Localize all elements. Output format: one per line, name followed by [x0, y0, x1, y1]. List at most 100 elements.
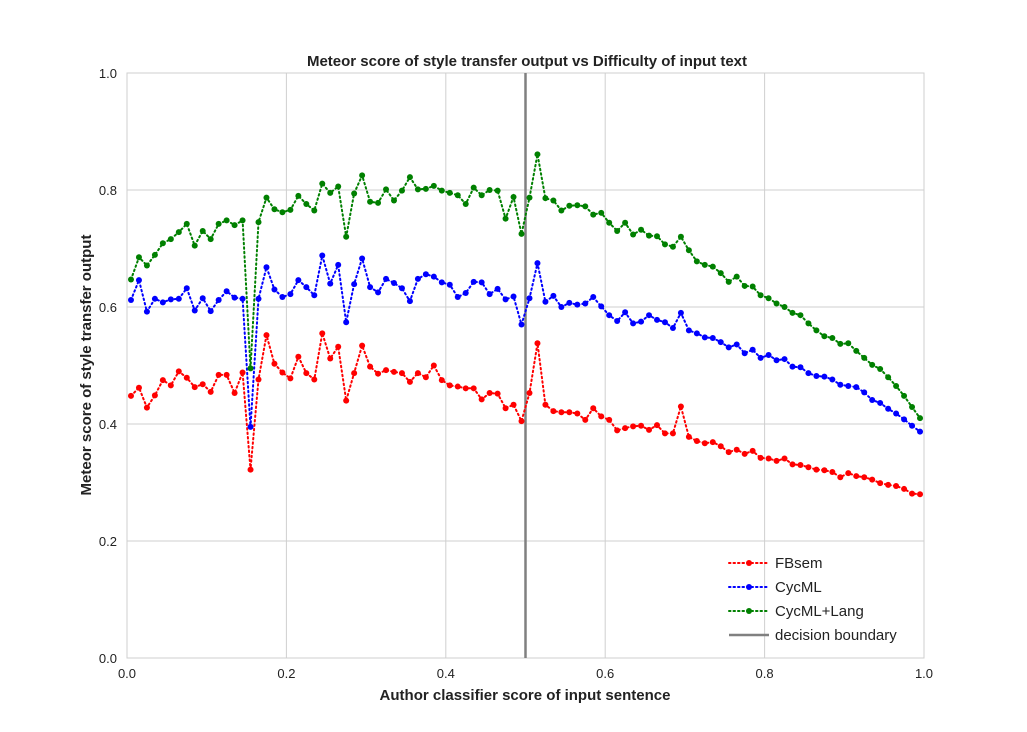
data-point — [390, 197, 397, 204]
data-point — [685, 327, 692, 334]
data-point — [271, 286, 278, 293]
data-point — [311, 292, 318, 299]
data-point — [877, 399, 884, 406]
data-point — [159, 299, 166, 306]
data-point — [422, 271, 429, 278]
data-point — [901, 392, 908, 399]
data-point — [319, 252, 326, 259]
data-point — [709, 263, 716, 270]
data-point — [478, 396, 485, 403]
data-point — [223, 288, 230, 295]
data-point — [869, 361, 876, 368]
data-point — [701, 440, 708, 447]
data-point — [909, 404, 916, 411]
data-point — [797, 312, 804, 319]
data-point — [438, 187, 445, 194]
data-point — [677, 233, 684, 240]
data-point — [295, 277, 302, 284]
data-point — [143, 404, 150, 411]
data-point — [797, 364, 804, 371]
data-point — [590, 211, 597, 218]
legend-label: CycML+Lang — [775, 603, 864, 620]
data-point — [414, 370, 421, 377]
data-point — [661, 241, 668, 248]
data-point — [821, 467, 828, 474]
data-point — [638, 422, 645, 429]
data-point — [805, 320, 812, 327]
data-point — [821, 373, 828, 380]
y-tick-label: 0.0 — [99, 651, 117, 666]
data-point — [550, 408, 557, 415]
data-point — [430, 182, 437, 189]
data-point — [590, 294, 597, 301]
data-point — [279, 369, 286, 376]
data-point — [654, 316, 661, 323]
data-point — [669, 243, 676, 250]
data-point — [853, 473, 860, 480]
data-point — [598, 413, 605, 420]
chart-title: Meteor score of style transfer output vs… — [307, 53, 747, 70]
data-point — [462, 385, 469, 392]
data-point — [127, 296, 134, 303]
data-point — [207, 388, 214, 395]
data-point — [502, 215, 509, 222]
data-point — [630, 231, 637, 238]
data-point — [614, 227, 621, 234]
x-tick-label: 0.2 — [277, 666, 295, 681]
data-point — [183, 374, 190, 381]
data-point — [917, 491, 924, 498]
data-point — [446, 382, 453, 389]
legend-entry: CycML+Lang — [728, 603, 864, 620]
data-point — [574, 202, 581, 209]
data-point — [837, 474, 844, 481]
data-point — [510, 401, 517, 408]
data-point — [343, 233, 350, 240]
data-point — [701, 334, 708, 341]
data-point — [741, 350, 748, 357]
data-point — [901, 485, 908, 492]
data-point — [135, 277, 142, 284]
data-point — [343, 397, 350, 404]
data-point — [263, 264, 270, 271]
data-point — [199, 381, 206, 388]
data-point — [143, 308, 150, 315]
data-point — [367, 198, 374, 205]
data-point — [582, 300, 589, 307]
data-point — [215, 220, 222, 227]
data-point — [669, 430, 676, 437]
data-point — [661, 319, 668, 326]
data-point — [223, 217, 230, 224]
series-layer — [127, 151, 924, 498]
data-point — [534, 340, 541, 347]
data-point — [255, 376, 262, 383]
x-axis-ticks: 0.0 0.2 0.4 0.6 0.8 1.0 — [118, 666, 933, 681]
data-point — [893, 483, 900, 490]
series-cycml-lang — [127, 151, 924, 422]
data-point — [462, 289, 469, 296]
data-point — [741, 282, 748, 289]
data-point — [191, 307, 198, 314]
y-tick-label: 0.8 — [99, 183, 117, 198]
data-point — [606, 416, 613, 423]
data-point — [574, 301, 581, 308]
data-point — [773, 300, 780, 307]
data-point — [287, 375, 294, 382]
data-point — [406, 298, 413, 305]
data-point — [526, 389, 533, 396]
data-point — [622, 425, 629, 432]
data-point — [470, 278, 477, 285]
y-axis-ticks: 0.0 0.2 0.4 0.6 0.8 1.0 — [99, 66, 117, 666]
data-point — [542, 195, 549, 202]
data-point — [478, 192, 485, 199]
data-point — [837, 381, 844, 388]
data-point — [765, 455, 772, 462]
data-point — [646, 426, 653, 433]
data-point — [693, 258, 700, 265]
legend-swatch-marker — [746, 608, 752, 614]
data-point — [311, 376, 318, 383]
data-point — [845, 470, 852, 477]
data-point — [582, 203, 589, 210]
data-point — [486, 389, 493, 396]
data-point — [837, 340, 844, 347]
